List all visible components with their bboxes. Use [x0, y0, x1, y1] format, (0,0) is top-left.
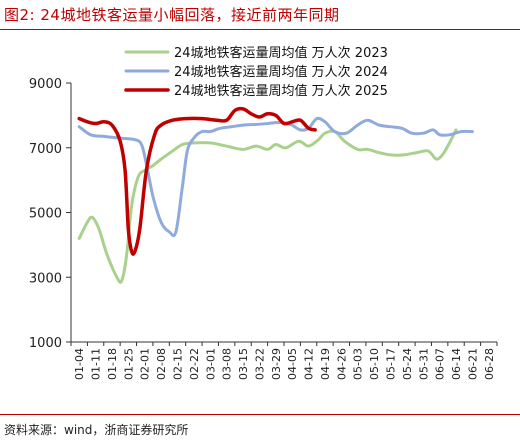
x-tick-label: 03-29: [270, 348, 283, 380]
x-tick-label: 01-18: [106, 348, 119, 380]
legend-label: 24城地铁客运量周均值 万人次 2025: [174, 83, 388, 99]
x-tick-label: 02-01: [139, 348, 152, 380]
x-tick-label: 02-22: [188, 348, 201, 380]
source-divider: [0, 414, 520, 415]
source-note: 资料来源：wind，浙商证券研究所: [4, 423, 189, 437]
y-tick-label: 9000: [29, 77, 62, 92]
y-tick-label: 5000: [29, 207, 62, 222]
x-tick-label: 04-26: [335, 348, 348, 380]
x-tick-label: 04-05: [286, 348, 299, 380]
x-tick-label: 05-10: [368, 348, 381, 380]
x-tick-label: 01-25: [122, 348, 135, 380]
x-tick-label: 01-11: [90, 348, 103, 380]
y-tick-label: 3000: [29, 271, 62, 286]
legend-label: 24城地铁客运量周均值 万人次 2023: [174, 45, 388, 61]
x-tick-label: 05-17: [385, 348, 398, 380]
x-tick-label: 05-31: [417, 348, 430, 380]
x-tick-label: 06-28: [483, 348, 496, 380]
x-axis-ticks: 01-04 01-11 01-18 01-25 02-01 02-08 02-15 02-22…: [70, 342, 498, 380]
x-tick-label: 03-22: [253, 348, 266, 380]
x-tick-label: 03-15: [237, 348, 250, 380]
x-tick-label: 06-21: [466, 348, 479, 380]
series-2024-line: [77, 116, 474, 238]
x-tick-label: 04-12: [303, 348, 316, 380]
x-tick-label: 04-19: [319, 348, 332, 380]
y-axis-ticks: 1000 3000 5000 7000 9000: [29, 77, 71, 351]
x-tick-label: 01-04: [73, 348, 86, 380]
y-tick-label: 1000: [29, 336, 62, 351]
y-tick-label: 7000: [29, 142, 62, 157]
legend-label: 24城地铁客运量周均值 万人次 2024: [174, 64, 388, 80]
series-layer: [77, 106, 474, 284]
legend: 24城地铁客运量周均值 万人次 2023 24城地铁客运量周均值 万人次 2024…: [124, 45, 388, 99]
title-divider: [0, 29, 520, 30]
x-tick-label: 06-07: [434, 348, 447, 380]
series-2025-line: [77, 106, 317, 256]
x-tick-label: 02-15: [172, 348, 185, 380]
x-tick-label: 05-24: [401, 348, 414, 380]
x-tick-label: 03-08: [221, 348, 234, 380]
x-tick-label: 02-08: [155, 348, 168, 380]
series-2023-line: [77, 128, 458, 284]
x-tick-label: 06-14: [450, 348, 463, 380]
x-tick-label: 03-01: [204, 348, 217, 380]
figure-title: 图2: 24城地铁客运量小幅回落，接近前两年同期: [4, 6, 340, 24]
x-tick-label: 05-03: [352, 348, 365, 380]
